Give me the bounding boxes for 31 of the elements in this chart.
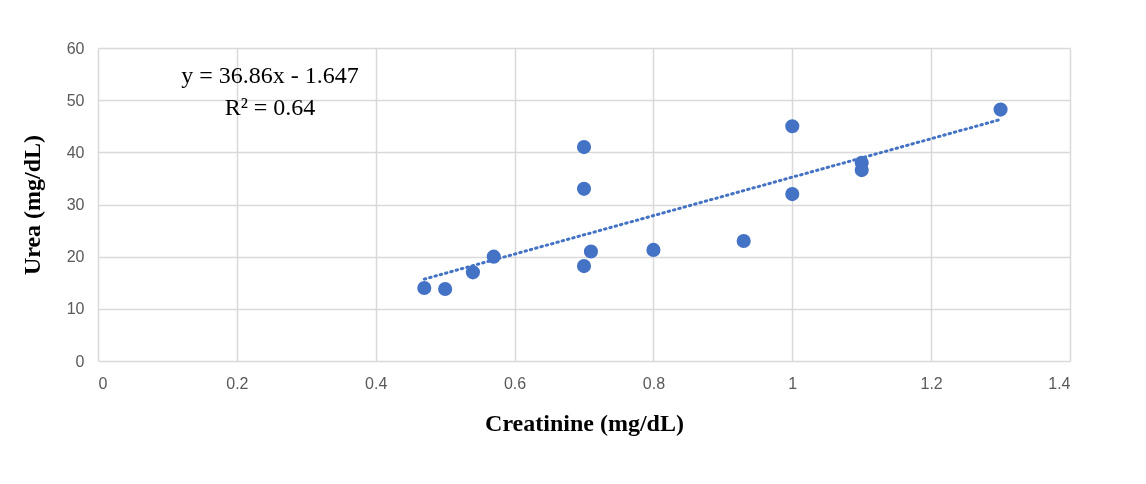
point xyxy=(785,119,800,134)
x-tick-label: 1.2 xyxy=(920,374,943,392)
x-tick-label: 0.6 xyxy=(503,374,527,392)
y-tick-label: 20 xyxy=(66,248,85,266)
point xyxy=(736,233,751,249)
point xyxy=(993,102,1008,117)
y-tick-label: 50 xyxy=(66,91,85,109)
y-tick-label: 30 xyxy=(66,196,85,213)
x-tick-label: 0.8 xyxy=(642,374,666,392)
x-tick-label: 0 xyxy=(98,374,108,392)
x-tick-label: 0.2 xyxy=(226,374,249,392)
x-tick-label: 0.4 xyxy=(365,374,388,392)
point xyxy=(465,265,480,280)
y-axis-title: Urea (mg/dL) xyxy=(18,134,45,276)
point xyxy=(576,259,592,274)
point xyxy=(583,244,599,259)
point xyxy=(576,140,592,155)
point xyxy=(417,280,432,296)
y-tick-label: 0 xyxy=(75,352,85,370)
point xyxy=(785,187,800,202)
annotation: y = 36.86x - 1.647 xyxy=(181,62,359,88)
x-tick-label: 1.4 xyxy=(1048,374,1071,392)
y-tick-label: 40 xyxy=(66,143,85,161)
annotation: R² = 0.64 xyxy=(224,94,316,120)
point xyxy=(646,242,661,257)
x-tick-label: 1 xyxy=(788,374,798,392)
point xyxy=(576,181,592,196)
point xyxy=(438,281,453,297)
y-tick-label: 10 xyxy=(66,300,85,318)
x-axis-title: Creatinine (mg/dL) xyxy=(485,409,684,436)
y-tick-label: 60 xyxy=(66,39,85,57)
